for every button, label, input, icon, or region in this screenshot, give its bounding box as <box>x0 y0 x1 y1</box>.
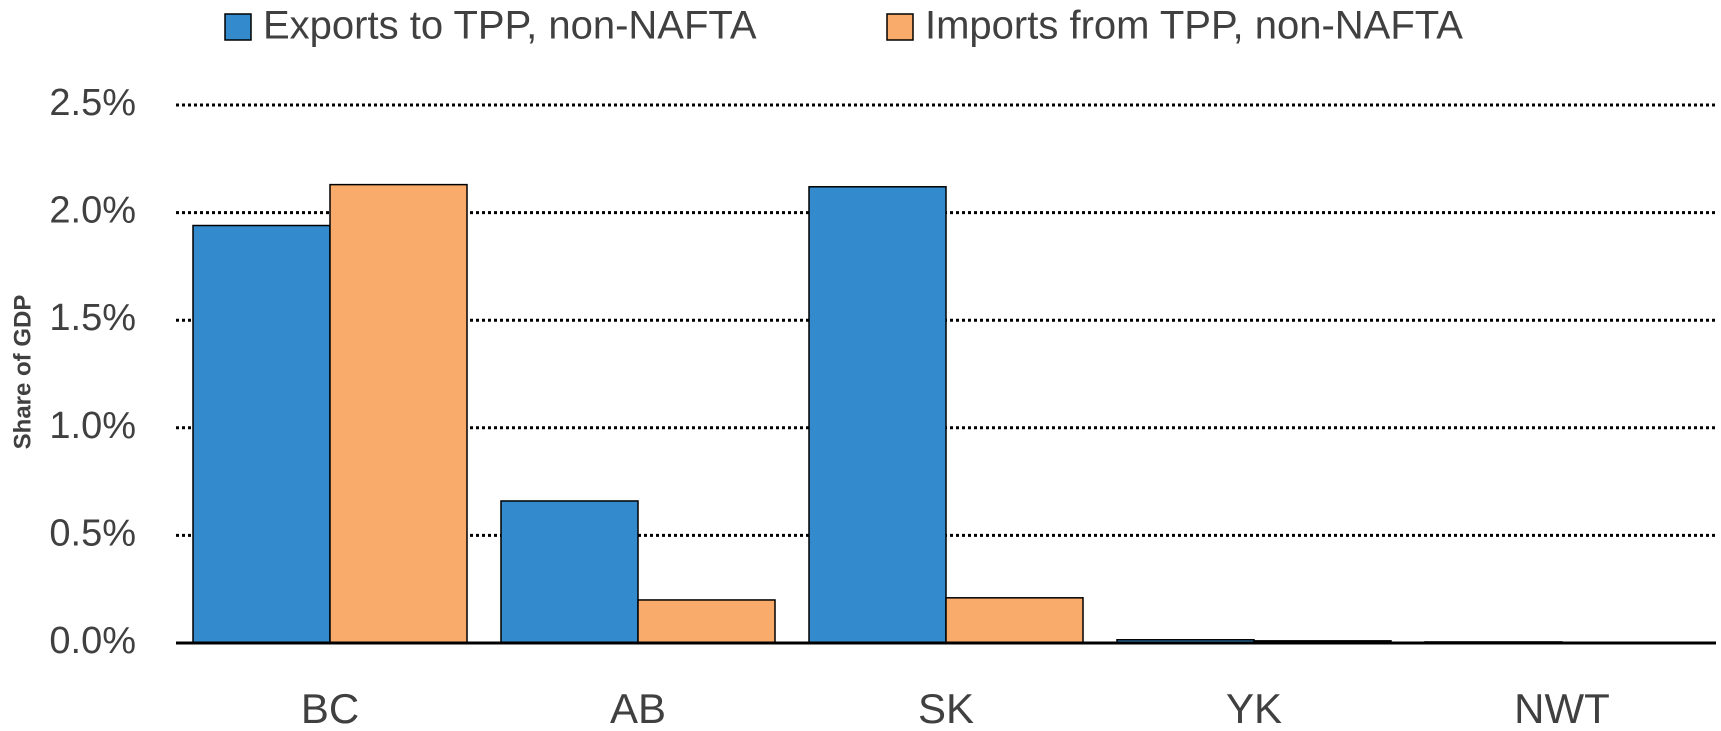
x-tick-label: NWT <box>1514 685 1610 731</box>
legend-label: Imports from TPP, non-NAFTA <box>925 4 1463 48</box>
x-tick-label: AB <box>610 685 666 731</box>
x-tick-label: BC <box>301 685 359 731</box>
bar <box>192 224 331 644</box>
y-axis-title: Share of GDP <box>9 295 36 450</box>
legend-swatch <box>224 13 252 41</box>
bar <box>637 599 776 644</box>
legend-swatch <box>886 13 914 41</box>
bar <box>808 186 947 644</box>
bar <box>500 500 639 644</box>
y-tick-label: 2.5% <box>49 82 136 124</box>
x-tick-label: SK <box>918 685 974 731</box>
legend-label: Exports to TPP, non-NAFTA <box>263 4 757 48</box>
y-tick-label: 1.0% <box>49 405 136 447</box>
y-tick-label: 0.5% <box>49 512 136 554</box>
x-tick-label: YK <box>1226 685 1282 731</box>
y-tick-label: 0.0% <box>49 620 136 662</box>
y-tick-label: 2.0% <box>49 190 136 232</box>
bar <box>945 597 1084 644</box>
bar <box>329 183 468 644</box>
y-tick-label: 1.5% <box>49 297 136 339</box>
